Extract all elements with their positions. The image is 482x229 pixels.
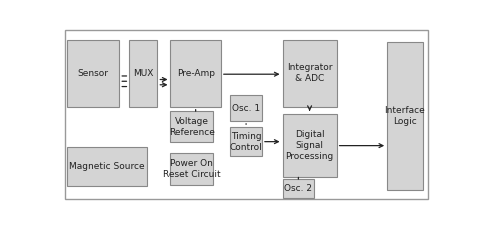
Bar [282, 40, 336, 107]
Bar [230, 95, 262, 121]
Text: Osc. 1: Osc. 1 [232, 104, 260, 113]
Text: Digital
Signal
Processing: Digital Signal Processing [285, 130, 334, 161]
Bar [282, 179, 314, 198]
Text: MUX: MUX [133, 69, 154, 78]
Text: Sensor: Sensor [78, 69, 108, 78]
Text: Osc. 2: Osc. 2 [284, 184, 312, 193]
Text: Pre-Amp: Pre-Amp [177, 69, 214, 78]
Bar [171, 111, 214, 142]
Text: Magnetic Source: Magnetic Source [69, 162, 145, 171]
Bar [67, 40, 119, 107]
Bar [67, 147, 147, 186]
Bar [230, 127, 262, 156]
Bar [129, 40, 157, 107]
Bar [387, 42, 423, 190]
Text: Integrator
& ADC: Integrator & ADC [287, 63, 333, 83]
Bar [282, 114, 336, 177]
Bar [171, 40, 221, 107]
Text: Voltage
Reference: Voltage Reference [169, 117, 215, 137]
Text: Timing
Control: Timing Control [230, 132, 263, 152]
Text: Power On
Reset Circuit: Power On Reset Circuit [163, 159, 221, 179]
Text: Interface
Logic: Interface Logic [385, 106, 425, 126]
Bar [171, 153, 214, 185]
